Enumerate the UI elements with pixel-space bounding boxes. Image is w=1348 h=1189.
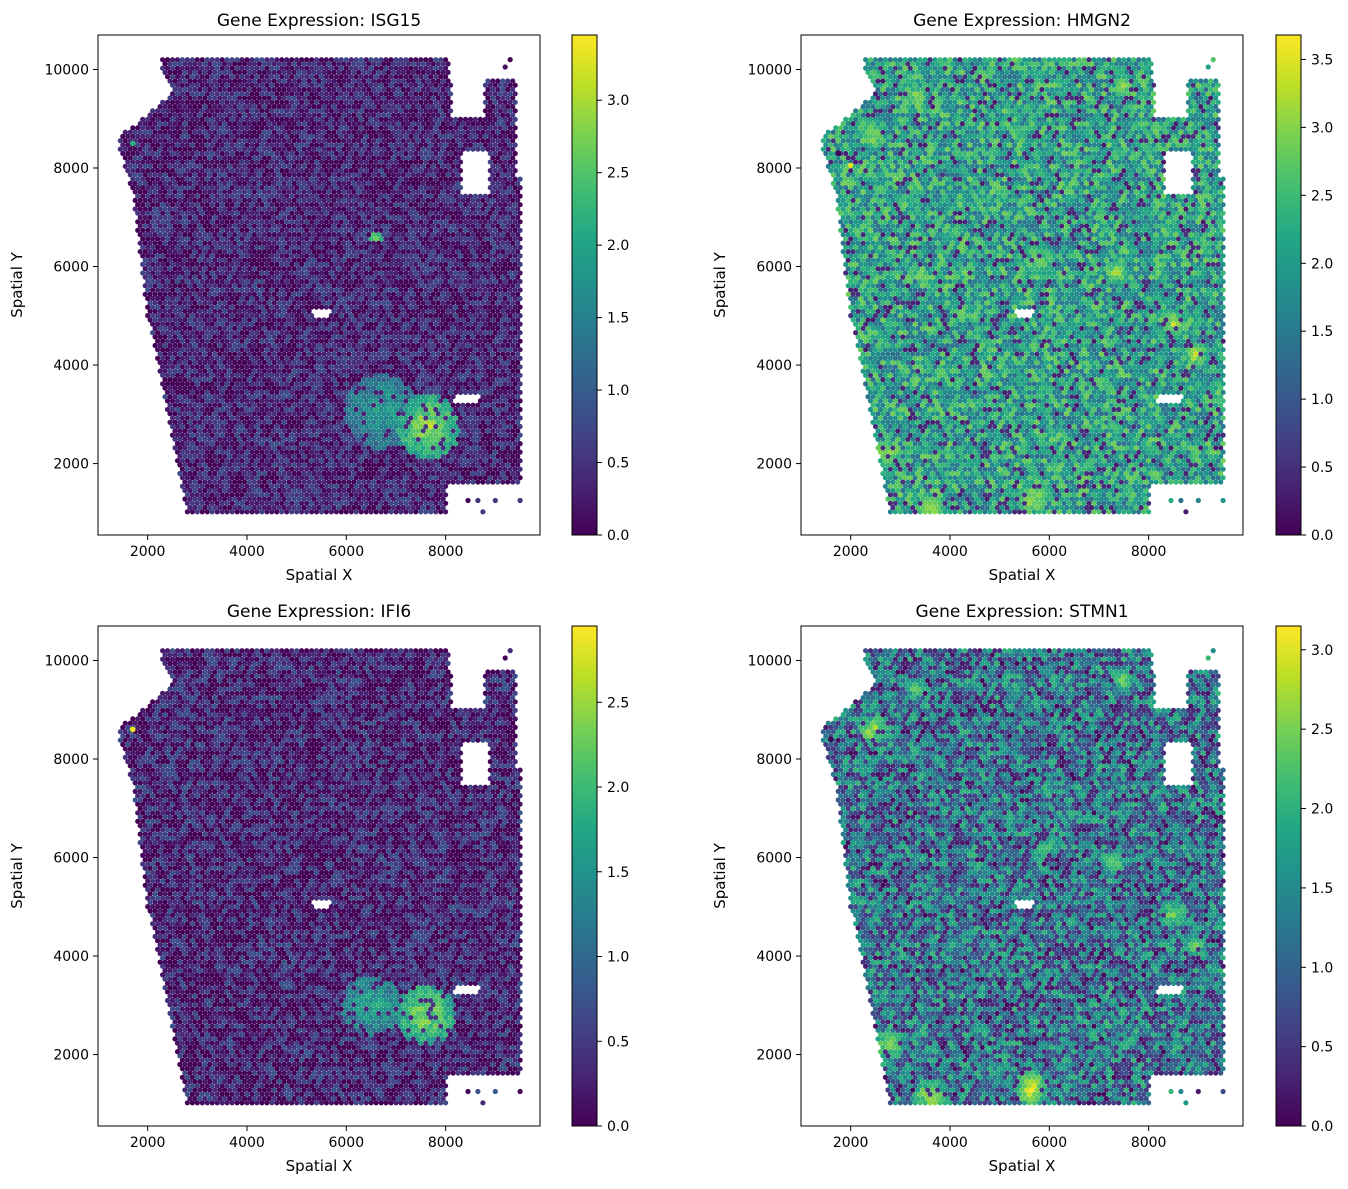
data-point <box>321 317 326 322</box>
chart-title: Gene Expression: ISG15 <box>217 11 421 31</box>
data-point <box>470 403 475 408</box>
data-point <box>316 317 321 322</box>
data-point <box>460 403 465 408</box>
scatter-points <box>118 57 523 514</box>
data-point <box>465 403 470 408</box>
data-point <box>456 403 461 408</box>
